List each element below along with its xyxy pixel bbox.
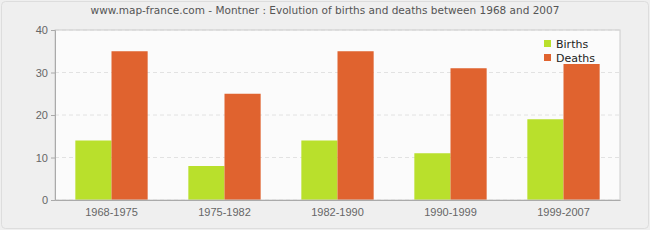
plot-frame (55, 30, 620, 200)
x-tick: 1999-2007 (537, 206, 590, 218)
bar (414, 153, 450, 200)
y-tick: 30 (36, 67, 55, 79)
y-tick-mark (51, 73, 55, 74)
y-tick-mark (51, 30, 55, 31)
bar (338, 51, 374, 200)
y-tick-label: 0 (42, 194, 48, 206)
background (0, 0, 650, 230)
y-tick: 40 (36, 24, 55, 36)
legend: BirthsDeaths (544, 38, 595, 65)
y-tick-label: 40 (36, 24, 48, 36)
x-tick-label: 1968-1975 (85, 206, 138, 218)
y-tick: 20 (36, 109, 55, 121)
x-tick-label: 1999-2007 (537, 206, 590, 218)
y-tick-mark (51, 158, 55, 159)
outer-frame (2, 2, 649, 229)
x-axis: 1968-1975 1975-1982 1982-1990 1990-1999 1999… (56, 201, 621, 219)
x-tick: 1982-1990 (311, 206, 364, 218)
bar (527, 119, 563, 200)
bars (75, 51, 599, 200)
bar (301, 141, 337, 201)
y-tick-label: 30 (36, 67, 48, 79)
title: www.map-france.com - Montner : Evolution… (91, 4, 560, 16)
bar (564, 64, 600, 200)
legend-label: Births (556, 38, 588, 51)
y-axis-line (51, 31, 56, 201)
legend-swatch (544, 54, 551, 61)
y-tick-mark (51, 200, 55, 201)
y-tick: 0 (42, 194, 55, 206)
bar (225, 94, 261, 200)
y-tick-label: 20 (36, 109, 48, 121)
bar (75, 141, 111, 201)
x-tick: 1990-1999 (424, 206, 477, 218)
bar (188, 166, 224, 200)
x-tick-label: 1990-1999 (424, 206, 477, 218)
plot: 0 10 20 30 40 1968-1975 1975-1982 1982-1990 1990… (36, 24, 621, 218)
bar (451, 68, 487, 200)
x-tick-label: 1975-1982 (198, 206, 251, 218)
y-tick-label: 10 (36, 152, 48, 164)
y-tick-mark (51, 115, 55, 116)
legend-item: Deaths (544, 52, 595, 65)
bar (112, 51, 148, 200)
x-tick: 1975-1982 (198, 206, 251, 218)
y-axis: 0 10 20 30 40 (36, 24, 56, 206)
chart: www.map-france.com - Montner : Evolution… (0, 0, 650, 230)
legend-item: Births (544, 38, 588, 51)
legend-swatch (544, 40, 551, 47)
plot-background (55, 30, 620, 200)
x-tick: 1968-1975 (85, 206, 138, 218)
x-axis-line (56, 200, 621, 201)
y-tick: 10 (36, 152, 55, 164)
legend-label: Deaths (556, 52, 595, 65)
x-tick-label: 1982-1990 (311, 206, 364, 218)
grid (55, 30, 620, 200)
